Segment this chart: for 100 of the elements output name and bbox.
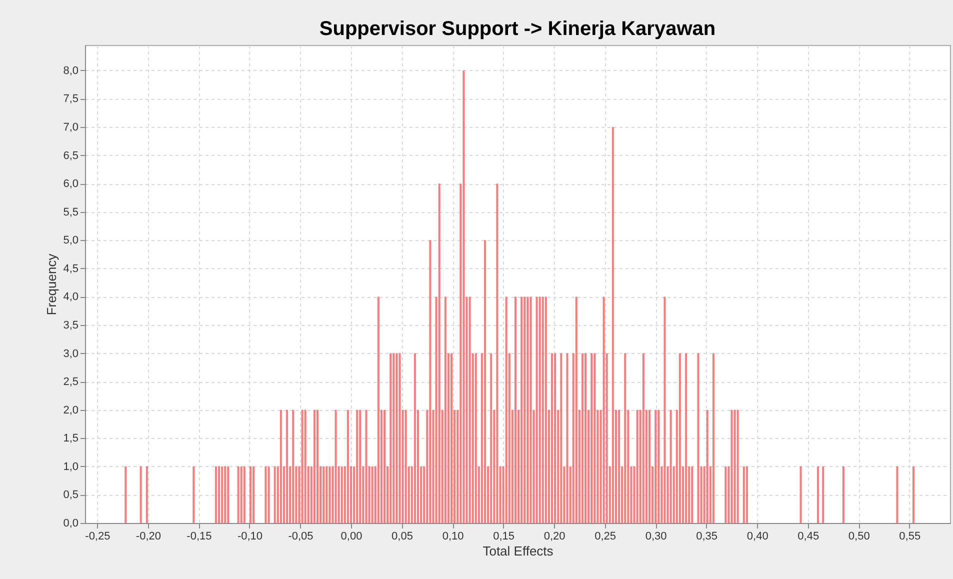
bar: [505, 296, 508, 523]
bar: [365, 410, 368, 523]
bar: [243, 466, 246, 523]
bar: [734, 410, 736, 523]
bar: [624, 353, 626, 523]
bar: [313, 410, 316, 523]
x-tick-label: 0,35: [696, 530, 718, 542]
x-tick-label: -0,05: [288, 530, 314, 542]
bar: [691, 466, 694, 523]
bar: [444, 296, 446, 523]
bar: [227, 466, 230, 523]
bar: [252, 466, 255, 523]
x-tick-label: -0,25: [85, 530, 110, 542]
bar: [214, 466, 217, 523]
bar: [396, 353, 398, 523]
y-tick-label: 1,5: [63, 432, 78, 445]
bar: [554, 353, 556, 523]
bar: [377, 296, 380, 523]
bar: [429, 240, 432, 523]
bar: [526, 296, 529, 523]
x-tick-label: -0,15: [186, 530, 212, 542]
bar: [392, 353, 395, 523]
bar: [746, 466, 748, 523]
bar: [817, 466, 820, 523]
y-tick-label: 6,0: [63, 178, 78, 190]
bar: [602, 296, 605, 523]
bar: [912, 466, 914, 523]
bar: [581, 353, 584, 523]
bar: [670, 410, 672, 523]
bar: [706, 410, 708, 523]
x-tick-label: 0,00: [340, 530, 362, 542]
bar: [371, 466, 374, 523]
y-tick-label: 4,5: [63, 262, 78, 275]
bar: [146, 466, 148, 523]
bar: [462, 70, 465, 523]
bar: [800, 466, 802, 523]
bar: [438, 184, 440, 523]
x-tick-label: 0,10: [442, 530, 464, 542]
bar: [404, 410, 407, 523]
bar: [274, 466, 276, 523]
y-tick-label: 6,5: [63, 150, 78, 162]
bar: [264, 466, 267, 523]
bar: [192, 466, 195, 523]
y-tick-label: 3,5: [63, 320, 78, 332]
bar: [450, 353, 453, 523]
bar: [224, 466, 226, 523]
bar: [328, 466, 331, 523]
bar: [636, 410, 638, 523]
x-axis-title: Total Effects: [482, 544, 554, 558]
bar: [654, 410, 657, 523]
bar: [658, 410, 660, 523]
bar: [712, 353, 714, 523]
bar: [140, 466, 142, 523]
bar: [896, 466, 898, 523]
x-tick-label: 0,45: [798, 530, 820, 542]
x-tick-label: 0,40: [746, 530, 768, 542]
chart-title: Suppervisor Support -> Kinerja Karyawan: [319, 18, 716, 40]
bar: [474, 353, 477, 523]
y-tick-label: 4,0: [63, 291, 78, 304]
y-tick-label: 0,0: [63, 518, 78, 530]
bar: [514, 296, 516, 523]
bar: [642, 353, 644, 523]
bar: [268, 466, 270, 523]
bar: [340, 466, 343, 523]
bar: [520, 296, 523, 523]
bar: [590, 353, 593, 523]
bar: [575, 296, 578, 523]
x-tick-label: 0,15: [493, 530, 514, 542]
bar: [398, 353, 401, 523]
bar: [292, 410, 294, 523]
y-tick-label: 5,5: [63, 206, 78, 218]
bar: [496, 184, 498, 523]
bar: [390, 353, 392, 523]
x-tick-label: 0,20: [544, 530, 566, 542]
bar: [490, 353, 492, 523]
bar: [124, 466, 127, 523]
y-tick-label: 0,5: [63, 489, 78, 502]
y-tick-label: 7,5: [63, 93, 78, 106]
x-tick-label: 0,50: [848, 530, 870, 542]
bar: [301, 410, 304, 523]
bar: [678, 353, 681, 523]
bar: [536, 296, 538, 523]
y-tick-label: 8,0: [63, 64, 78, 77]
bar: [730, 410, 733, 523]
bar: [334, 410, 337, 523]
x-tick-label: 0,05: [392, 530, 413, 542]
bar: [736, 410, 739, 523]
bar: [618, 410, 620, 523]
bar: [530, 296, 532, 523]
y-tick-label: 3,0: [63, 348, 78, 360]
bar: [326, 466, 328, 523]
bar: [280, 410, 282, 523]
bar: [551, 353, 554, 523]
x-tick-label: -0,10: [237, 530, 263, 542]
x-tick-label: 0,25: [594, 530, 616, 542]
bar: [221, 466, 224, 523]
bar: [484, 240, 486, 523]
bar: [544, 296, 547, 523]
y-tick-label: 1,0: [63, 460, 78, 473]
bar: [384, 410, 386, 523]
